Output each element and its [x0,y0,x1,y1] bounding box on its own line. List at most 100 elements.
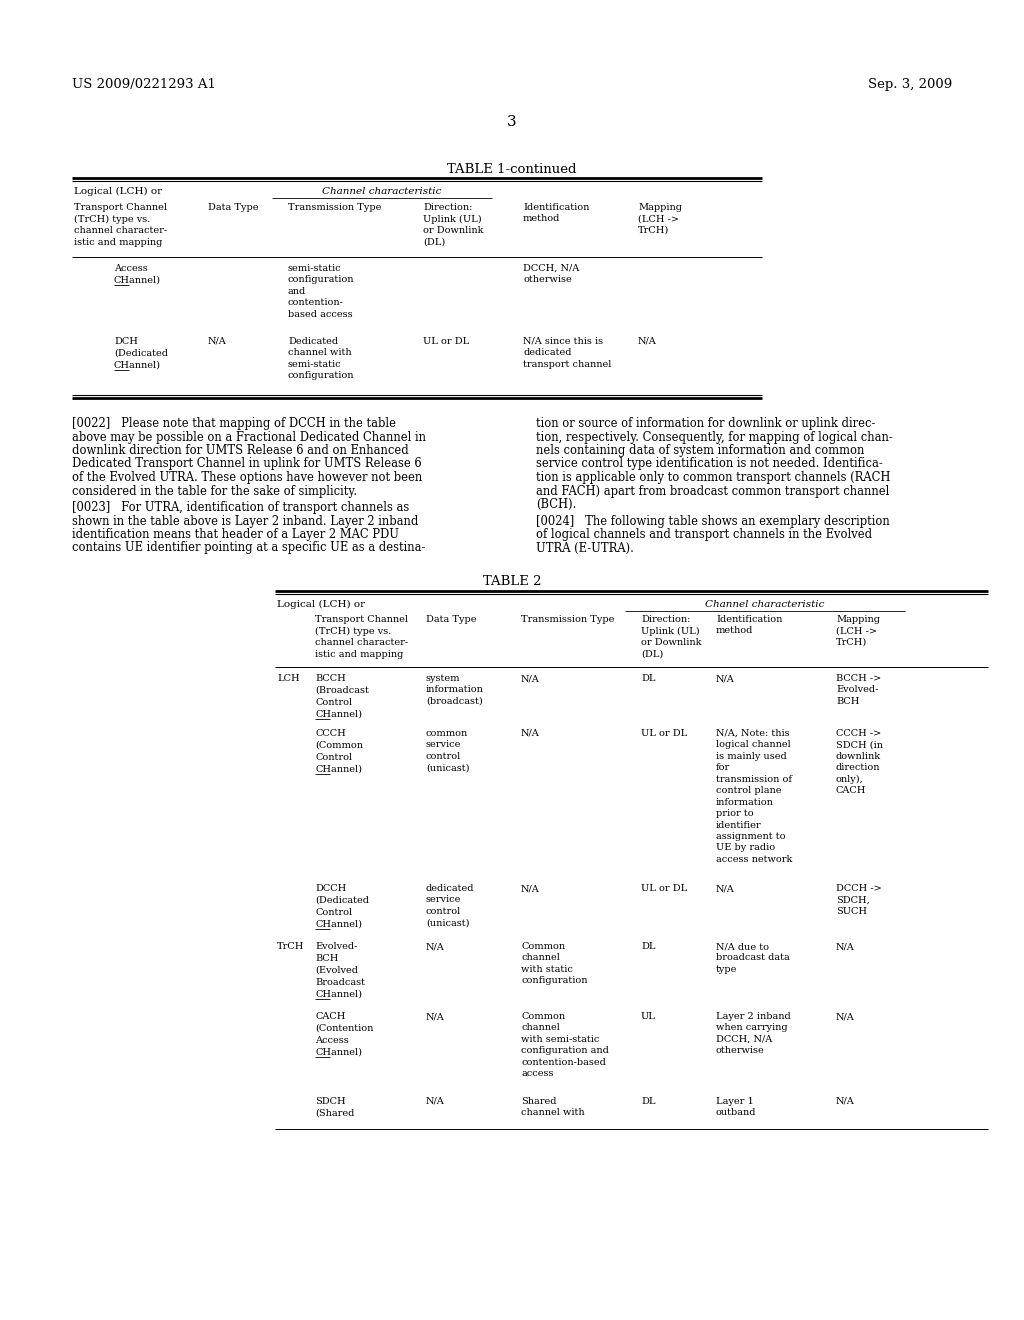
Text: Control: Control [315,698,352,708]
Text: DCCH, N/A
otherwise: DCCH, N/A otherwise [523,264,580,284]
Text: dedicated
service
control
(unicast): dedicated service control (unicast) [426,884,474,928]
Text: CHannel): CHannel) [315,990,362,999]
Text: (Broadcast: (Broadcast [315,686,369,696]
Text: N/A due to
broadcast data
type: N/A due to broadcast data type [716,942,790,974]
Text: BCH: BCH [315,954,338,964]
Text: (Evolved: (Evolved [315,966,358,975]
Text: Logical (LCH) or: Logical (LCH) or [74,187,162,197]
Text: UL or DL: UL or DL [641,884,687,894]
Text: Identification
method: Identification method [716,615,782,635]
Text: Direction:
Uplink (UL)
or Downlink
(DL): Direction: Uplink (UL) or Downlink (DL) [423,203,483,247]
Text: (Shared: (Shared [315,1109,354,1118]
Text: common
service
control
(unicast): common service control (unicast) [426,729,469,772]
Text: Data Type: Data Type [208,203,258,213]
Text: Mapping
(LCH ->
TrCH): Mapping (LCH -> TrCH) [638,203,682,235]
Text: Channel characteristic: Channel characteristic [323,187,441,195]
Text: semi-static
configuration
and
contention-
based access: semi-static configuration and contention… [288,264,354,319]
Text: Control: Control [315,752,352,762]
Text: SDCH: SDCH [315,1097,346,1106]
Text: N/A: N/A [836,1012,855,1020]
Text: CHannel): CHannel) [315,710,362,719]
Text: Logical (LCH) or: Logical (LCH) or [278,601,366,609]
Text: system
information
(broadcast): system information (broadcast) [426,675,484,706]
Text: downlink direction for UMTS Release 6 and on Enhanced: downlink direction for UMTS Release 6 an… [72,444,409,457]
Text: Broadcast: Broadcast [315,978,365,987]
Text: Dedicated Transport Channel in uplink for UMTS Release 6: Dedicated Transport Channel in uplink fo… [72,458,422,470]
Text: (BCH).: (BCH). [536,498,577,511]
Text: TABLE 2: TABLE 2 [482,576,542,587]
Text: Identification
method: Identification method [523,203,590,223]
Text: Shared
channel with: Shared channel with [521,1097,585,1118]
Text: Data Type: Data Type [426,615,476,624]
Text: (Contention: (Contention [315,1024,374,1034]
Text: above may be possible on a Fractional Dedicated Channel in: above may be possible on a Fractional De… [72,430,426,444]
Text: CACH: CACH [315,1012,345,1020]
Text: Transmission Type: Transmission Type [521,615,614,624]
Text: N/A, Note: this
logical channel
is mainly used
for
transmission of
control plane: N/A, Note: this logical channel is mainl… [716,729,793,865]
Text: Evolved-: Evolved- [315,942,357,950]
Text: and FACH) apart from broadcast common transport channel: and FACH) apart from broadcast common tr… [536,484,890,498]
Text: nels containing data of system information and common: nels containing data of system informati… [536,444,864,457]
Text: UL or DL: UL or DL [641,729,687,738]
Text: Channel characteristic: Channel characteristic [706,601,824,609]
Text: (Dedicated: (Dedicated [114,348,168,358]
Text: CCCH ->
SDCH (in
downlink
direction
only),
CACH: CCCH -> SDCH (in downlink direction only… [836,729,883,796]
Text: Access: Access [114,264,147,273]
Text: (Common: (Common [315,741,362,750]
Text: N/A: N/A [426,1012,444,1020]
Text: Common
channel
with semi-static
configuration and
contention-based
access: Common channel with semi-static configur… [521,1012,609,1078]
Text: DL: DL [641,942,655,950]
Text: N/A: N/A [836,942,855,950]
Text: UTRA (E-UTRA).: UTRA (E-UTRA). [536,541,634,554]
Text: Access: Access [315,1036,349,1045]
Text: CHannel): CHannel) [315,766,362,774]
Text: contains UE identifier pointing at a specific UE as a destina-: contains UE identifier pointing at a spe… [72,541,425,554]
Text: identification means that header of a Layer 2 MAC PDU: identification means that header of a La… [72,528,399,541]
Text: TABLE 1-continued: TABLE 1-continued [447,162,577,176]
Text: BCCH ->
Evolved-
BCH: BCCH -> Evolved- BCH [836,675,882,706]
Text: N/A: N/A [638,337,656,346]
Text: Sep. 3, 2009: Sep. 3, 2009 [867,78,952,91]
Text: DL: DL [641,1097,655,1106]
Text: N/A: N/A [426,942,444,950]
Text: Transport Channel
(TrCH) type vs.
channel character-
istic and mapping: Transport Channel (TrCH) type vs. channe… [74,203,167,247]
Text: UL: UL [641,1012,656,1020]
Text: CHannel): CHannel) [114,276,161,285]
Text: CHannel): CHannel) [114,360,161,370]
Text: N/A: N/A [521,729,540,738]
Text: Transmission Type: Transmission Type [288,203,381,213]
Text: considered in the table for the sake of simplicity.: considered in the table for the sake of … [72,484,357,498]
Text: 3: 3 [507,115,517,129]
Text: Control: Control [315,908,352,917]
Text: tion, respectively. Consequently, for mapping of logical chan-: tion, respectively. Consequently, for ma… [536,430,893,444]
Text: UL or DL: UL or DL [423,337,469,346]
Text: US 2009/0221293 A1: US 2009/0221293 A1 [72,78,216,91]
Text: DCH: DCH [114,337,138,346]
Text: shown in the table above is Layer 2 inband. Layer 2 inband: shown in the table above is Layer 2 inba… [72,515,419,528]
Text: N/A: N/A [716,884,735,894]
Text: tion is applicable only to common transport channels (RACH: tion is applicable only to common transp… [536,471,891,484]
Text: Layer 2 inband
when carrying
DCCH, N/A
otherwise: Layer 2 inband when carrying DCCH, N/A o… [716,1012,791,1056]
Text: [0023]   For UTRA, identification of transport channels as: [0023] For UTRA, identification of trans… [72,502,410,513]
Text: service control type identification is not needed. Identifica-: service control type identification is n… [536,458,883,470]
Text: Direction:
Uplink (UL)
or Downlink
(DL): Direction: Uplink (UL) or Downlink (DL) [641,615,701,659]
Text: DCCH ->
SDCH,
SUCH: DCCH -> SDCH, SUCH [836,884,882,916]
Text: DCCH: DCCH [315,884,346,894]
Text: BCCH: BCCH [315,675,346,682]
Text: CHannel): CHannel) [315,920,362,929]
Text: DL: DL [641,675,655,682]
Text: N/A since this is
dedicated
transport channel: N/A since this is dedicated transport ch… [523,337,611,368]
Text: N/A: N/A [716,675,735,682]
Text: of logical channels and transport channels in the Evolved: of logical channels and transport channe… [536,528,872,541]
Text: Common
channel
with static
configuration: Common channel with static configuration [521,942,588,985]
Text: CHannel): CHannel) [315,1048,362,1057]
Text: CCCH: CCCH [315,729,346,738]
Text: N/A: N/A [521,884,540,894]
Text: Transport Channel
(TrCH) type vs.
channel character-
istic and mapping: Transport Channel (TrCH) type vs. channe… [315,615,409,659]
Text: (Dedicated: (Dedicated [315,896,369,906]
Text: [0022]   Please note that mapping of DCCH in the table: [0022] Please note that mapping of DCCH … [72,417,396,430]
Text: N/A: N/A [836,1097,855,1106]
Text: Layer 1
outband: Layer 1 outband [716,1097,757,1118]
Text: LCH: LCH [278,675,300,682]
Text: N/A: N/A [208,337,226,346]
